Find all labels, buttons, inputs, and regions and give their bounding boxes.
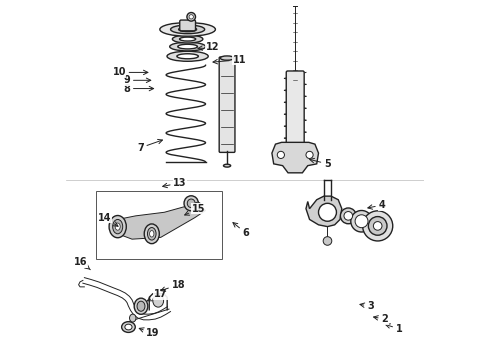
Ellipse shape [170,42,205,51]
Circle shape [187,13,196,21]
Ellipse shape [179,37,196,41]
Ellipse shape [177,54,198,59]
Text: 7: 7 [137,139,163,153]
Ellipse shape [171,25,205,34]
Ellipse shape [153,294,164,307]
Ellipse shape [223,164,231,167]
Text: 2: 2 [373,314,388,324]
Circle shape [306,151,313,158]
Circle shape [277,151,285,158]
Text: 17: 17 [147,289,167,301]
Ellipse shape [179,27,196,32]
Polygon shape [118,203,205,239]
Ellipse shape [113,220,122,234]
Bar [96,191,221,259]
Circle shape [323,237,332,245]
Text: 9: 9 [123,75,151,85]
Ellipse shape [184,196,198,211]
Ellipse shape [144,224,159,244]
Text: 1: 1 [386,324,402,334]
Ellipse shape [160,23,216,36]
Polygon shape [306,196,342,226]
Text: 12: 12 [198,42,219,52]
Text: 6: 6 [233,222,249,238]
Ellipse shape [129,314,136,322]
Text: 8: 8 [123,84,154,94]
Text: 5: 5 [310,158,331,169]
Ellipse shape [147,228,156,240]
Circle shape [318,203,337,221]
Text: 4: 4 [368,200,385,210]
Circle shape [341,208,356,224]
Circle shape [355,215,368,228]
Ellipse shape [115,223,120,230]
Ellipse shape [220,56,234,60]
Circle shape [368,217,387,235]
Text: 13: 13 [163,178,187,188]
Text: 14: 14 [98,213,118,226]
Circle shape [351,211,372,232]
Circle shape [344,212,353,220]
Ellipse shape [194,202,201,210]
Ellipse shape [172,35,203,43]
Text: 18: 18 [161,280,185,291]
FancyBboxPatch shape [219,57,235,152]
Ellipse shape [187,199,195,208]
Text: 11: 11 [213,55,246,65]
Polygon shape [272,142,319,173]
Ellipse shape [137,301,145,311]
Text: 3: 3 [360,301,374,311]
Ellipse shape [178,44,197,49]
Ellipse shape [109,216,126,238]
Text: 10: 10 [112,67,148,77]
FancyBboxPatch shape [180,20,196,31]
Circle shape [189,15,194,19]
Text: 16: 16 [74,257,90,270]
Text: 15: 15 [185,204,205,215]
Ellipse shape [167,51,208,61]
Ellipse shape [134,298,148,314]
Circle shape [373,222,382,230]
Ellipse shape [149,230,154,237]
Text: 19: 19 [139,328,160,338]
FancyBboxPatch shape [286,71,304,145]
Circle shape [363,211,393,241]
Ellipse shape [125,324,132,330]
Ellipse shape [122,321,135,332]
